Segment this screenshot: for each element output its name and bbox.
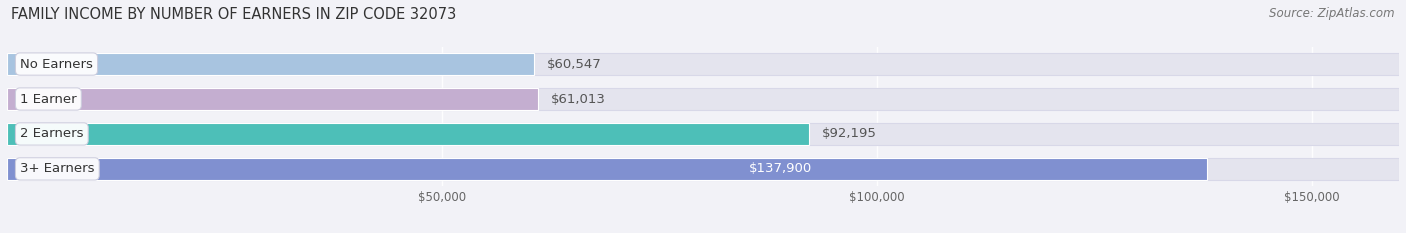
Bar	[7, 123, 808, 145]
Bar	[7, 88, 538, 110]
Text: $60,547: $60,547	[547, 58, 602, 71]
Bar	[7, 158, 1206, 180]
Text: 2 Earners: 2 Earners	[20, 127, 83, 140]
Text: FAMILY INCOME BY NUMBER OF EARNERS IN ZIP CODE 32073: FAMILY INCOME BY NUMBER OF EARNERS IN ZI…	[11, 7, 457, 22]
Text: 1 Earner: 1 Earner	[20, 93, 77, 106]
Text: $137,900: $137,900	[749, 162, 813, 175]
Text: 3+ Earners: 3+ Earners	[20, 162, 94, 175]
Text: $61,013: $61,013	[551, 93, 606, 106]
Text: $92,195: $92,195	[823, 127, 877, 140]
Bar	[7, 88, 1399, 110]
Text: Source: ZipAtlas.com: Source: ZipAtlas.com	[1270, 7, 1395, 20]
Bar	[7, 53, 1399, 75]
Bar	[7, 158, 1399, 180]
Bar	[7, 123, 1399, 145]
Bar	[7, 53, 534, 75]
Text: No Earners: No Earners	[20, 58, 93, 71]
